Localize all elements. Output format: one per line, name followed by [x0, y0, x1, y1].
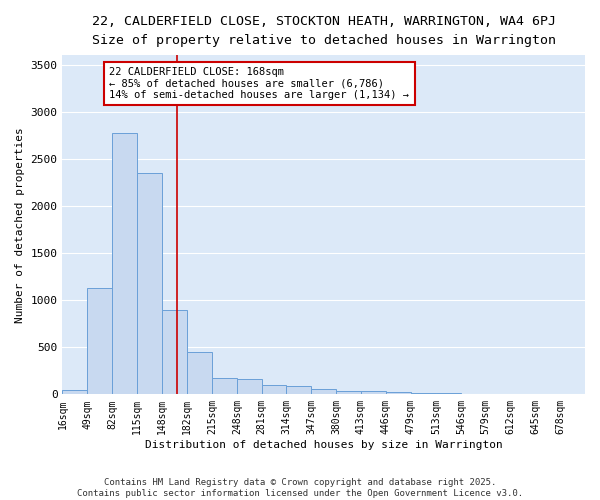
Bar [62, 390, 87, 394]
Bar [237, 379, 262, 394]
Bar [187, 352, 212, 395]
Bar [212, 378, 237, 394]
Bar [336, 391, 361, 394]
Bar [286, 386, 311, 394]
Title: 22, CALDERFIELD CLOSE, STOCKTON HEATH, WARRINGTON, WA4 6PJ
Size of property rela: 22, CALDERFIELD CLOSE, STOCKTON HEATH, W… [92, 15, 556, 47]
Bar [161, 310, 187, 394]
Y-axis label: Number of detached properties: Number of detached properties [15, 127, 25, 322]
Bar [262, 386, 286, 394]
Text: Contains HM Land Registry data © Crown copyright and database right 2025.
Contai: Contains HM Land Registry data © Crown c… [77, 478, 523, 498]
Text: 22 CALDERFIELD CLOSE: 168sqm
← 85% of detached houses are smaller (6,786)
14% of: 22 CALDERFIELD CLOSE: 168sqm ← 85% of de… [109, 67, 409, 100]
Bar [87, 288, 112, 395]
Bar [361, 391, 386, 394]
Bar [311, 389, 336, 394]
Bar [137, 173, 161, 394]
Bar [410, 393, 436, 394]
Bar [386, 392, 410, 394]
Bar [112, 134, 137, 394]
X-axis label: Distribution of detached houses by size in Warrington: Distribution of detached houses by size … [145, 440, 503, 450]
